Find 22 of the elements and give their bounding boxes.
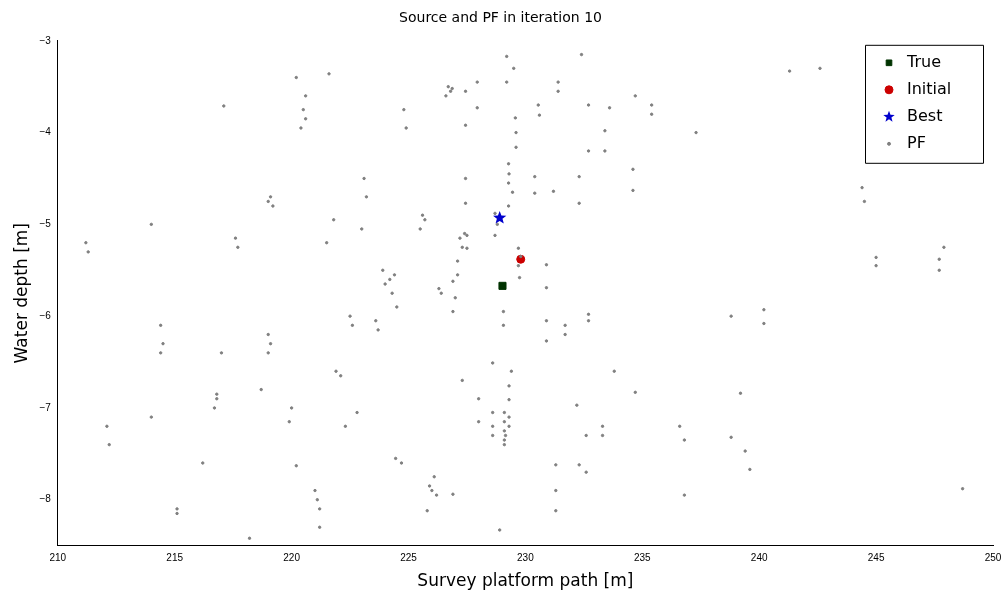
x-tick-label: 215 <box>166 552 184 564</box>
x-axis-title: Survey platform path [m] <box>417 570 634 591</box>
y-axis-title: Water depth [m] <box>10 223 31 364</box>
y-tick-label: −3 <box>39 34 52 46</box>
y-tick-label: −6 <box>39 309 52 321</box>
legend-label: Initial <box>907 78 952 98</box>
y-tick-label: −4 <box>39 126 52 138</box>
x-tick-label: 240 <box>750 552 768 564</box>
x-tick-label: 220 <box>283 552 301 564</box>
x-tick-label: 250 <box>984 552 1002 564</box>
y-tick-label: −7 <box>39 401 52 413</box>
x-tick-label: 235 <box>633 552 652 564</box>
y-tick-label: −8 <box>39 493 52 505</box>
legend-label: Best <box>907 105 943 125</box>
x-tick-label: 230 <box>517 552 535 564</box>
y-tick-label: −5 <box>39 218 52 230</box>
legend-label: PF <box>907 132 926 152</box>
chart-title: Source and PF in iteration 10 <box>399 9 602 26</box>
legend-label: True <box>906 51 941 71</box>
x-tick-label: 225 <box>400 552 418 564</box>
x-tick-label: 245 <box>867 552 885 564</box>
x-tick-label: 210 <box>49 552 67 564</box>
